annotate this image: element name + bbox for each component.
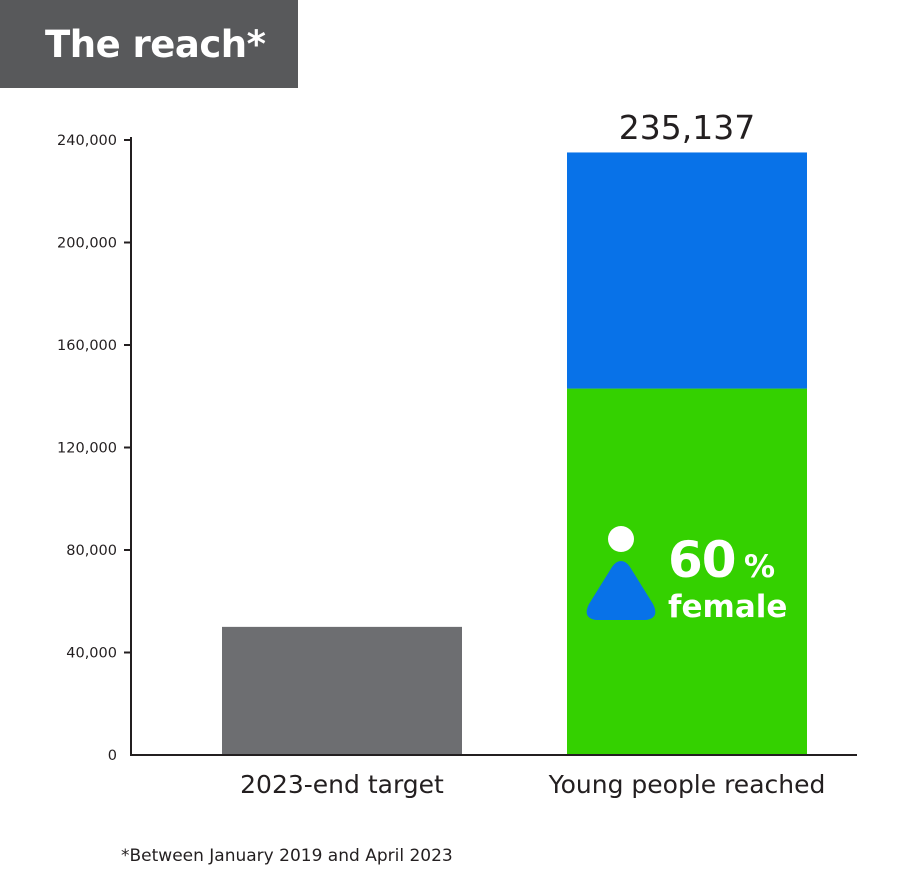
annotation-percent-sign: % — [744, 549, 775, 585]
title-box: The reach* — [0, 0, 298, 88]
bar-target — [222, 626, 462, 754]
y-tick-label: 80,000 — [66, 543, 117, 559]
annotation-percent: 60 — [668, 531, 736, 589]
y-tick-label: 200,000 — [57, 236, 117, 252]
y-tick-label: 240,000 — [57, 133, 117, 149]
data-label-total: 235,137 — [619, 108, 755, 147]
y-tick-label: 0 — [108, 748, 117, 764]
y-tick-label: 40,000 — [66, 646, 117, 662]
x-category-label: Young people reached — [548, 770, 826, 799]
annotation-label: female — [668, 589, 787, 625]
footnote: *Between January 2019 and April 2023 — [121, 846, 453, 866]
female-icon-head — [608, 526, 634, 552]
x-category-label: 2023-end target — [240, 770, 444, 799]
y-tick-label: 120,000 — [57, 441, 117, 457]
female-person-icon — [586, 561, 656, 620]
bar-segment-male — [567, 152, 807, 389]
y-tick-label: 160,000 — [57, 338, 117, 354]
bar-segment-female — [567, 388, 807, 754]
chart-title: The reach* — [45, 22, 266, 66]
